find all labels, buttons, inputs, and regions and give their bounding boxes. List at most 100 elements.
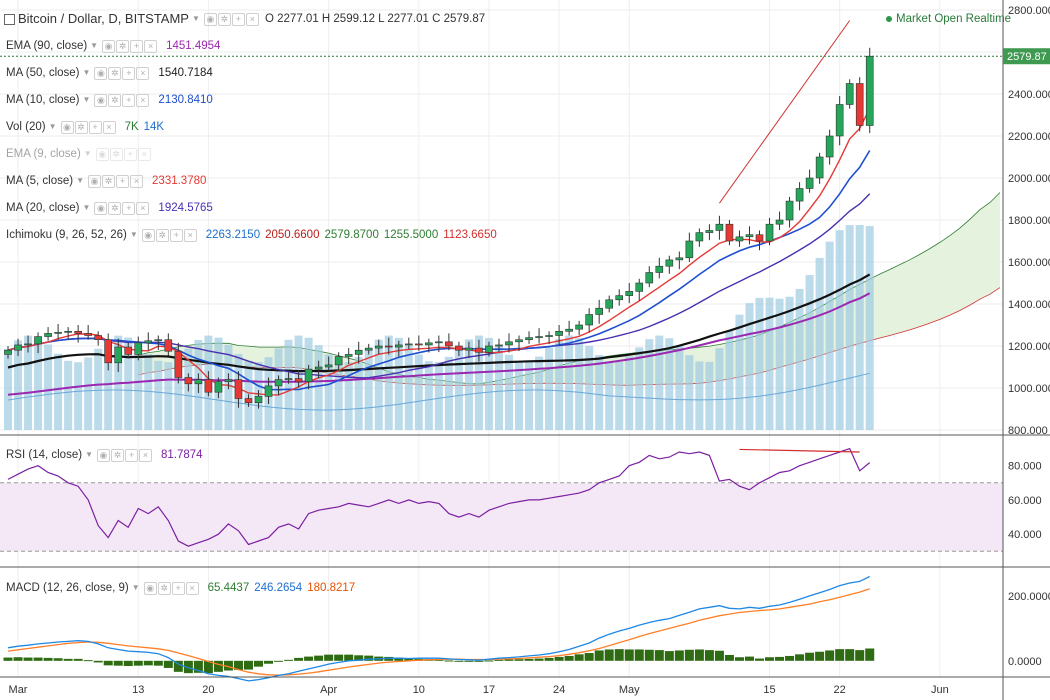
close-icon[interactable]: × xyxy=(137,147,151,161)
close-icon[interactable]: × xyxy=(136,66,150,80)
plus-icon[interactable]: + xyxy=(116,174,130,188)
macd-histogram-bar xyxy=(53,658,63,661)
macd-histogram-bar xyxy=(264,660,274,664)
plus-icon[interactable]: + xyxy=(123,147,137,161)
macd-histogram-bar xyxy=(284,659,294,661)
macd-controls[interactable]: ◉ ✲ + × xyxy=(143,581,199,595)
gear-icon[interactable]: ✲ xyxy=(108,201,122,215)
gear-icon[interactable]: ✲ xyxy=(155,228,169,242)
legend-label[interactable]: EMA (90, close) xyxy=(6,40,88,52)
gear-icon[interactable]: ✲ xyxy=(108,66,122,80)
macd-signal-line xyxy=(7,588,870,676)
legend-label[interactable]: Ichimoku (9, 26, 52, 26) xyxy=(6,229,127,241)
plus-icon[interactable]: + xyxy=(231,12,245,26)
close-icon[interactable]: × xyxy=(245,12,259,26)
gear-icon[interactable]: ✲ xyxy=(108,93,122,107)
plus-icon[interactable]: + xyxy=(124,448,138,462)
eye-icon[interactable]: ◉ xyxy=(94,201,108,215)
close-icon[interactable]: × xyxy=(185,581,199,595)
chevron-down-icon[interactable]: ▼ xyxy=(82,68,91,77)
legend-controls[interactable]: ◉ ✲ + × xyxy=(94,93,150,107)
volume-bar xyxy=(665,338,674,430)
rsi-controls[interactable]: ◉ ✲ + × xyxy=(96,448,152,462)
gear-icon[interactable]: ✲ xyxy=(102,174,116,188)
chevron-down-icon[interactable]: ▼ xyxy=(90,41,99,50)
candle-body xyxy=(84,333,92,336)
legend-controls[interactable]: ◉ ✲ + × xyxy=(94,201,150,215)
eye-icon[interactable]: ◉ xyxy=(203,12,217,26)
close-icon[interactable]: × xyxy=(130,174,144,188)
close-icon[interactable]: × xyxy=(144,39,158,53)
eye-icon[interactable]: ◉ xyxy=(96,448,110,462)
close-icon[interactable]: × xyxy=(136,93,150,107)
eye-icon[interactable]: ◉ xyxy=(143,581,157,595)
eye-icon[interactable]: ◉ xyxy=(94,93,108,107)
plus-icon[interactable]: + xyxy=(130,39,144,53)
candle-body xyxy=(655,265,664,273)
plus-icon[interactable]: + xyxy=(122,201,136,215)
candle-body xyxy=(555,330,563,336)
eye-icon[interactable]: ◉ xyxy=(141,228,155,242)
plus-icon[interactable]: + xyxy=(171,581,185,595)
plus-icon[interactable]: + xyxy=(122,66,136,80)
legend-controls[interactable]: ◉ ✲ + × xyxy=(94,66,150,80)
chevron-down-icon[interactable]: ▼ xyxy=(82,95,91,104)
volume-bar xyxy=(675,346,684,430)
gear-icon[interactable]: ✲ xyxy=(109,147,123,161)
eye-icon[interactable]: ◉ xyxy=(88,174,102,188)
y-tick-label: 1200.000 xyxy=(1008,341,1050,353)
chevron-down-icon[interactable]: ▼ xyxy=(82,203,91,212)
legend-label[interactable]: EMA (9, close) xyxy=(6,148,81,160)
chevron-down-icon[interactable]: ▼ xyxy=(83,149,92,158)
collapse-icon[interactable] xyxy=(4,13,15,25)
rsi-divergence-line xyxy=(739,448,860,453)
eye-icon[interactable]: ◉ xyxy=(60,120,74,134)
legend-label[interactable]: MA (5, close) xyxy=(6,175,74,187)
gear-icon[interactable]: ✲ xyxy=(217,12,231,26)
rsi-label[interactable]: RSI (14, close) xyxy=(6,449,83,461)
macd-histogram-bar xyxy=(845,649,855,661)
header-controls[interactable]: ◉ ✲ + × xyxy=(203,12,259,26)
legend-controls[interactable]: ◉ ✲ + × xyxy=(88,174,144,188)
candle-body xyxy=(384,345,393,348)
legend-label[interactable]: MA (10, close) xyxy=(6,94,80,106)
macd-histogram-bar xyxy=(63,658,73,661)
eye-icon[interactable]: ◉ xyxy=(95,147,109,161)
candle-body xyxy=(705,230,714,233)
plus-icon[interactable]: + xyxy=(88,120,102,134)
chevron-down-icon[interactable]: ▼ xyxy=(85,450,93,459)
legend-controls[interactable]: ◉ ✲ + × xyxy=(95,147,151,161)
chevron-down-icon[interactable]: ▼ xyxy=(131,583,140,592)
symbol-title[interactable]: Bitcoin / Dollar, D, BITSTAMP xyxy=(18,11,189,26)
chevron-down-icon[interactable]: ▼ xyxy=(76,176,85,185)
plus-icon[interactable]: + xyxy=(169,228,183,242)
legend-controls[interactable]: ◉ ✲ + × xyxy=(60,120,116,134)
eye-icon[interactable]: ◉ xyxy=(102,39,116,53)
legend-label[interactable]: MA (20, close) xyxy=(6,202,80,214)
chevron-down-icon[interactable]: ▼ xyxy=(129,230,138,239)
legend-label[interactable]: Vol (20) xyxy=(6,121,46,133)
legend-label[interactable]: MA (50, close) xyxy=(6,67,80,79)
gear-icon[interactable]: ✲ xyxy=(110,448,124,462)
macd-histogram-bar xyxy=(243,660,253,670)
volume-bar xyxy=(865,225,874,430)
chevron-down-icon[interactable]: ▼ xyxy=(191,14,200,23)
rsi-tick-label: 40.000 xyxy=(1008,529,1042,541)
volume-bar xyxy=(635,347,644,430)
x-tick-label: Jun xyxy=(931,684,949,696)
plus-icon[interactable]: + xyxy=(122,93,136,107)
gear-icon[interactable]: ✲ xyxy=(74,120,88,134)
close-icon[interactable]: × xyxy=(138,448,152,462)
legend-value: 1924.5765 xyxy=(158,202,213,214)
eye-icon[interactable]: ◉ xyxy=(94,66,108,80)
legend-controls[interactable]: ◉ ✲ + × xyxy=(102,39,158,53)
gear-icon[interactable]: ✲ xyxy=(157,581,171,595)
legend-controls[interactable]: ◉ ✲ + × xyxy=(141,228,197,242)
chevron-down-icon[interactable]: ▼ xyxy=(48,122,57,131)
gear-icon[interactable]: ✲ xyxy=(116,39,130,53)
macd-label[interactable]: MACD (12, 26, close, 9) xyxy=(6,582,129,594)
close-icon[interactable]: × xyxy=(183,228,197,242)
close-icon[interactable]: × xyxy=(136,201,150,215)
close-icon[interactable]: × xyxy=(102,120,116,134)
